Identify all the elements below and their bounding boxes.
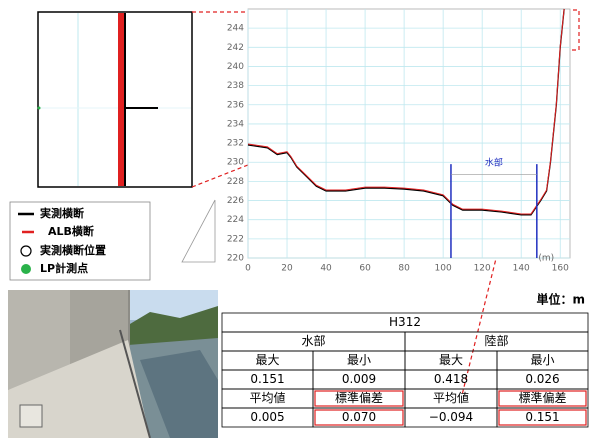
y-tick-label: 236 — [227, 100, 244, 110]
x-tick-label: 100 — [435, 264, 452, 274]
legend-label: ALB横断 — [48, 224, 94, 238]
photo — [8, 290, 218, 438]
legend-label: 実測横断 — [40, 206, 84, 220]
legend-label: 実測横断位置 — [40, 243, 106, 257]
table-cell-text: −0.094 — [429, 410, 473, 424]
table-cell-text: 最大 — [439, 353, 463, 367]
y-tick-label: 224 — [227, 215, 244, 225]
table-cell-text: 標準偏差 — [335, 390, 383, 405]
inset — [38, 12, 193, 187]
figure: 実測横断 ALB横断 実測横断位置 LP計測点 2202222242262282… — [0, 0, 594, 438]
table-cell-text: 最大 — [255, 353, 279, 367]
table-cell-text: 陸部 — [484, 333, 508, 348]
legend-label: LP計測点 — [40, 261, 88, 275]
table-cell-text: 最小 — [530, 353, 554, 367]
annotation: 水部 — [485, 157, 503, 169]
x-tick-label: 60 — [359, 264, 371, 274]
x-tick-label: 0 — [245, 264, 251, 274]
y-tick-label: 226 — [227, 196, 244, 206]
legend: 実測横断 ALB横断 実測横断位置 LP計測点 — [10, 202, 150, 280]
table-cell-text: 0.418 — [434, 372, 468, 386]
x-tick-label: 40 — [320, 264, 332, 274]
y-tick-label: 240 — [227, 62, 244, 72]
chart: 220 222 224 226 228 230 232 234 236 238 240 242 244 0… — [227, 9, 570, 274]
table-cell-text: 0.151 — [525, 410, 559, 424]
x-tick-label: 20 — [281, 264, 293, 274]
table-cell-text: H312 — [389, 315, 421, 329]
y-tick-label: 230 — [227, 158, 244, 168]
x-tick-label: 160 — [552, 264, 569, 274]
unit-label: 単位：m — [536, 292, 585, 307]
table-cell-text: 平均値 — [249, 390, 285, 405]
y-tick-label: 234 — [227, 119, 244, 129]
table-cell-text: 0.026 — [525, 372, 559, 386]
y-tick-label: 242 — [227, 43, 244, 53]
y-tick-label: 222 — [227, 234, 244, 244]
x-unit: (m) — [538, 254, 554, 264]
table-cell-text: 水部 — [301, 333, 325, 348]
table-cell-text: 0.151 — [250, 372, 284, 386]
y-tick-label: 228 — [227, 177, 244, 187]
x-tick-label: 140 — [513, 264, 530, 274]
x-tick-label: 120 — [474, 264, 491, 274]
table-cell-text: 0.070 — [342, 410, 376, 424]
y-tick-label: 232 — [227, 139, 244, 149]
table-cell-text: 0.009 — [342, 372, 376, 386]
scale-sketch — [182, 200, 215, 262]
table-cell-text: 最小 — [347, 353, 371, 367]
y-tick-label: 244 — [227, 24, 244, 34]
table-cell-text: 0.005 — [250, 410, 284, 424]
y-tick-label: 238 — [227, 81, 244, 91]
table-cell-text: 平均値 — [433, 390, 469, 405]
table-cell-text: 標準偏差 — [518, 390, 566, 405]
x-tick-label: 80 — [398, 264, 410, 274]
y-tick-label: 220 — [227, 254, 244, 264]
